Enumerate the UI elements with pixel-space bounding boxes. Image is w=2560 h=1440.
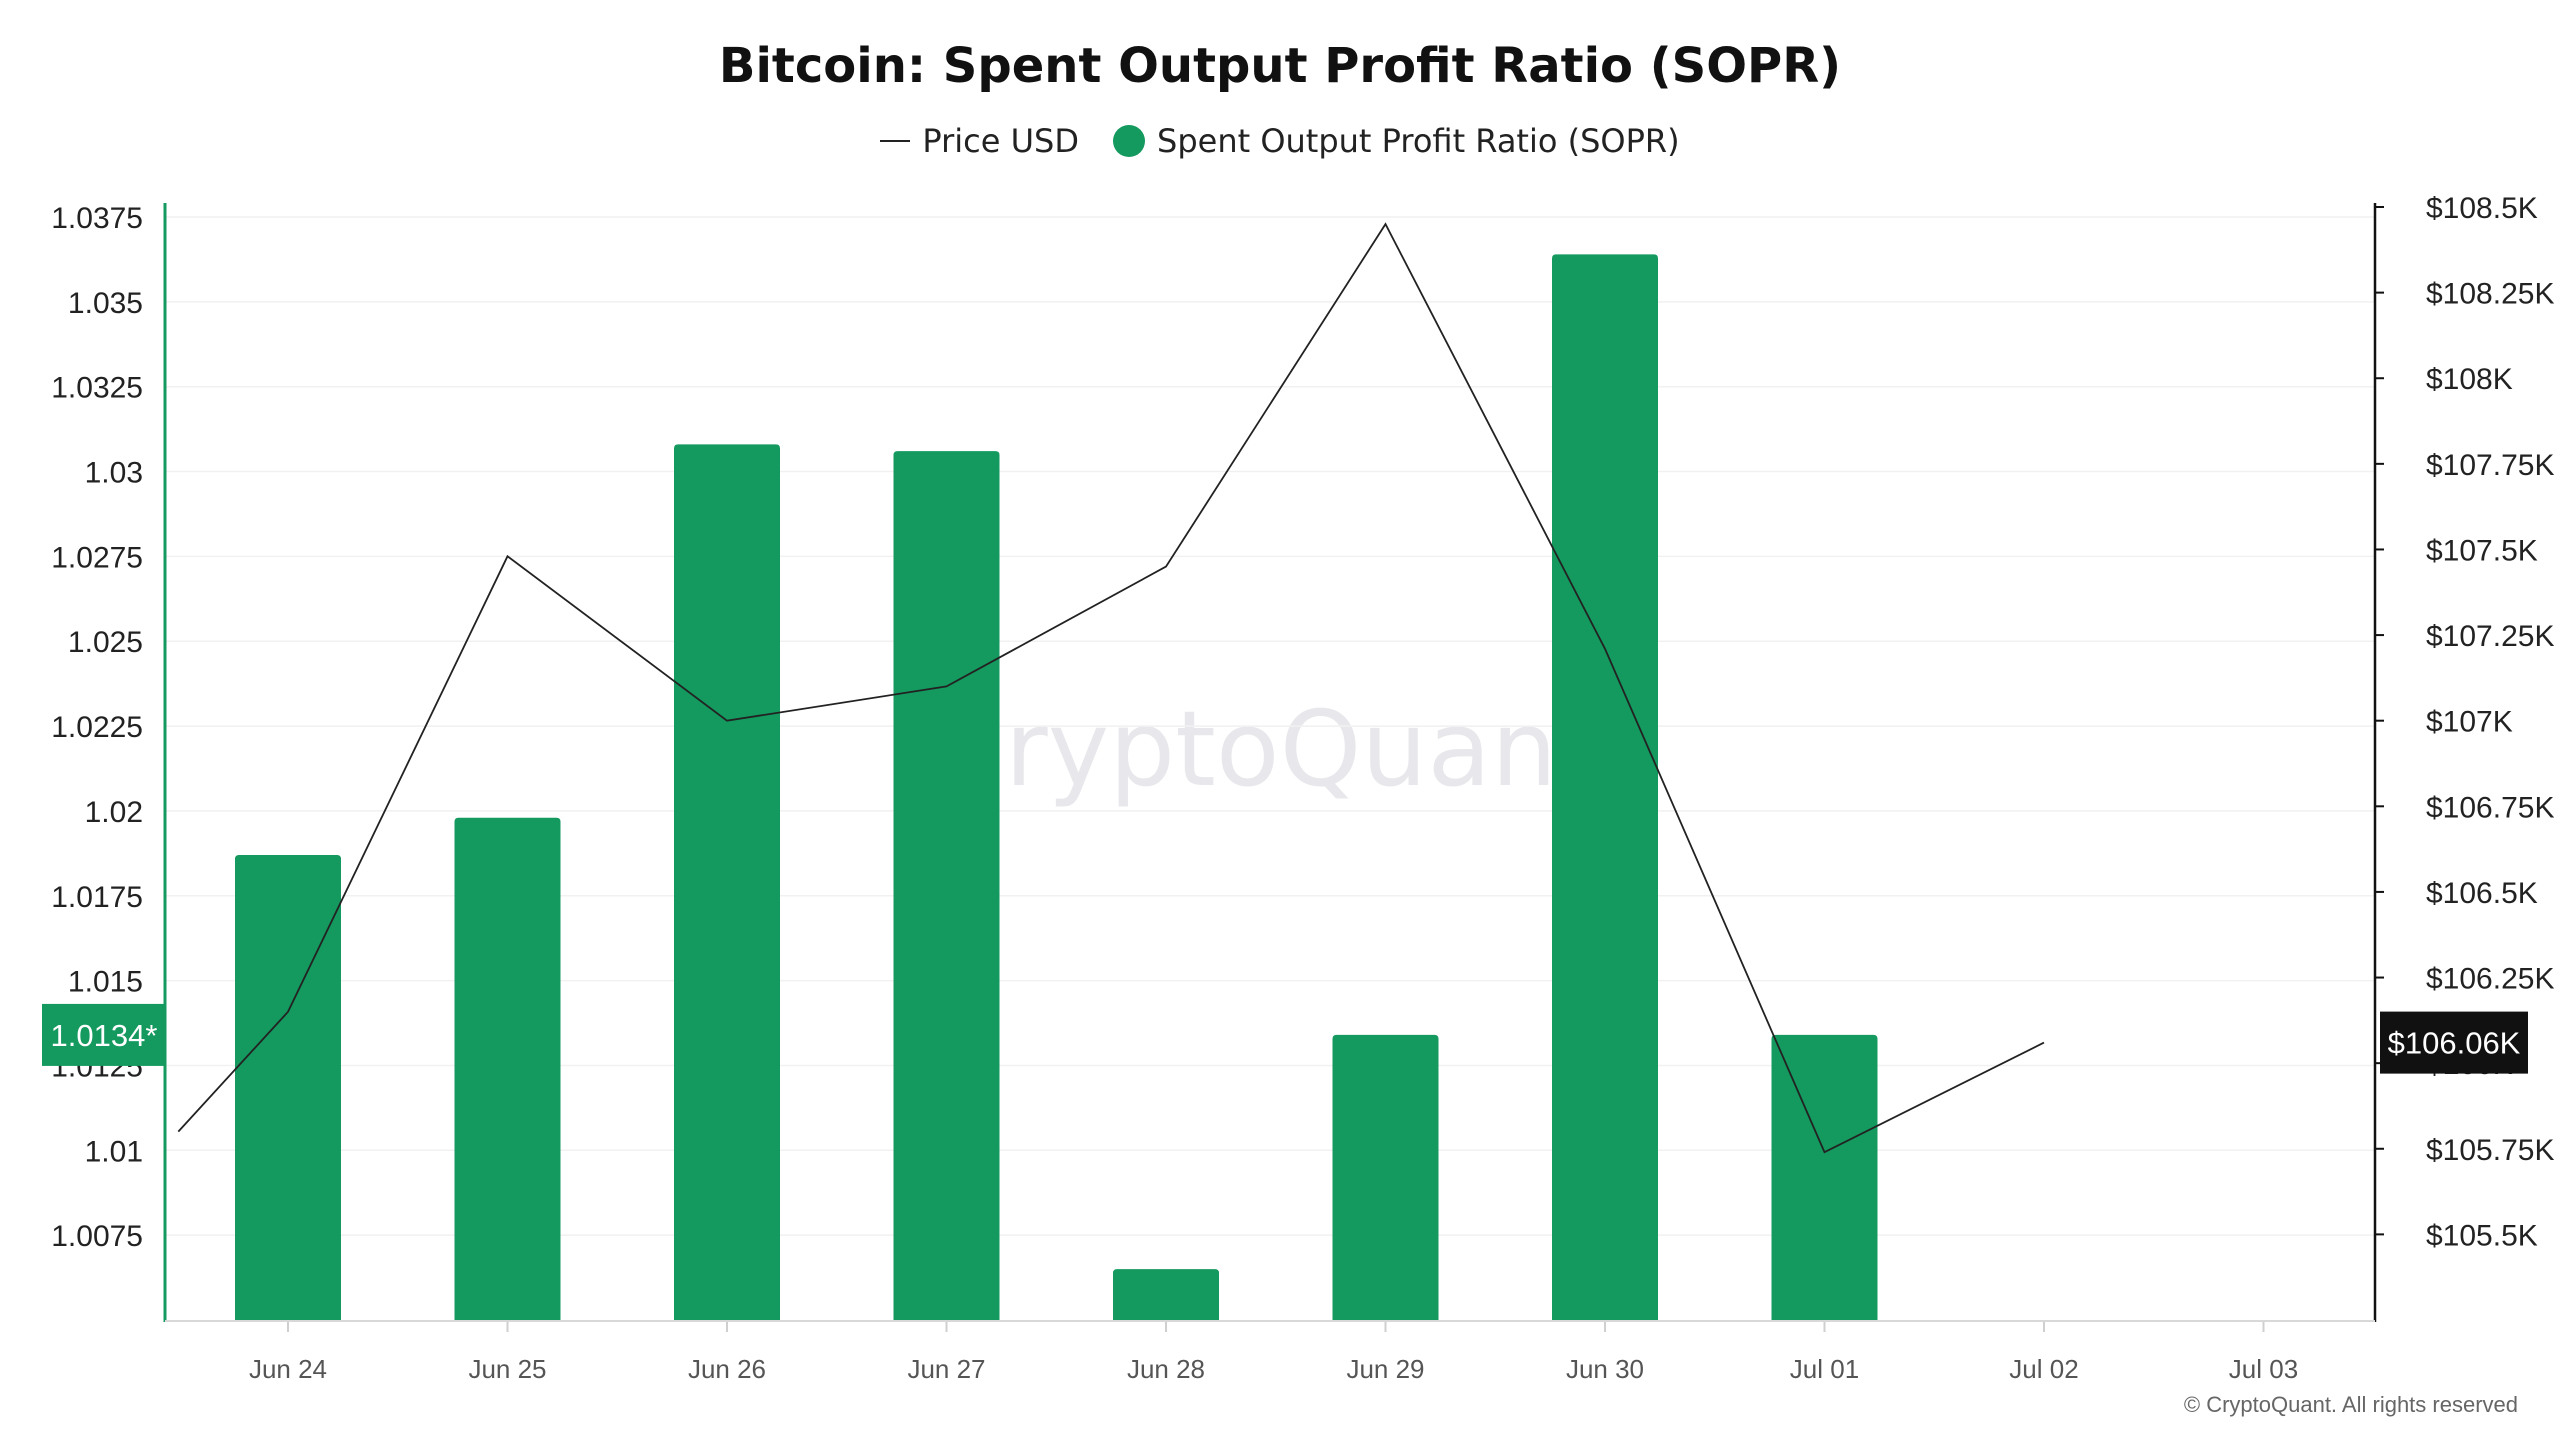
legend-line-swatch xyxy=(880,140,911,142)
sopr-bar xyxy=(1771,1034,1878,1320)
left-tick-label: 1.0325 xyxy=(51,372,143,405)
x-tick-label: Jun 27 xyxy=(907,1354,985,1384)
right-tick-label: $105.75K xyxy=(2426,1134,2554,1167)
sopr-bar xyxy=(235,855,341,1320)
left-tick-label: 1.03 xyxy=(85,457,143,490)
sopr-bar xyxy=(1113,1269,1219,1320)
left-tick-label: 1.035 xyxy=(68,287,143,320)
x-axis-ticks: Jun 24 Jun 25 Jun 26 Jun 27 Jun 28 Jun 29 Jun … xyxy=(249,1322,2298,1384)
left-tick-label: 1.0275 xyxy=(51,541,143,574)
price-line-path xyxy=(177,222,2045,1154)
x-tick-label: Jun 26 xyxy=(688,1354,766,1384)
watermark-text: CryptoQuant xyxy=(932,688,1598,810)
right-tick-label: $107K xyxy=(2426,706,2513,739)
price-line xyxy=(177,222,2045,1154)
right-tick-label: $108.25K xyxy=(2426,278,2554,311)
right-tick-label: $106.25K xyxy=(2426,963,2554,996)
x-tick-label: Jul 03 xyxy=(2229,1354,2298,1384)
right-tick-label: $108K xyxy=(2426,363,2513,396)
chart-legend: Price USD Spent Output Profit Ratio (SOP… xyxy=(0,122,2560,160)
legend-label-price: Price USD xyxy=(922,122,1079,160)
copyright-text: © CryptoQuant. All rights reserved xyxy=(2183,1392,2518,1417)
sopr-bar xyxy=(1332,1034,1439,1320)
x-tick-label: Jun 28 xyxy=(1127,1354,1205,1384)
right-tick-label: $108.5K xyxy=(2426,192,2538,225)
x-tick-label: Jun 29 xyxy=(1346,1354,1424,1384)
left-tick-label: 1.0075 xyxy=(51,1220,143,1253)
legend-item-price[interactable]: Price USD xyxy=(880,122,1079,160)
left-tick-label: 1.025 xyxy=(68,626,143,659)
right-tick-label: $107.25K xyxy=(2426,620,2554,653)
axes xyxy=(163,203,2377,1322)
sopr-bars xyxy=(235,254,1878,1321)
left-current-badge xyxy=(42,1003,166,1066)
right-tick-label: $107.5K xyxy=(2426,534,2538,567)
current-value-badges: 1.0134* $106.06K xyxy=(42,1003,2528,1074)
left-tick-label: 1.0375 xyxy=(51,202,143,235)
right-tick-label: $106.75K xyxy=(2426,791,2554,824)
left-tick-label: 1.015 xyxy=(68,966,143,999)
chart-title: Bitcoin: Spent Output Profit Ratio (SOPR… xyxy=(718,38,1842,94)
legend-item-sopr[interactable]: Spent Output Profit Ratio (SOPR) xyxy=(1113,122,1680,160)
sopr-bar xyxy=(1552,254,1658,1321)
legend-label-sopr: Spent Output Profit Ratio (SOPR) xyxy=(1157,122,1680,160)
x-tick-label: Jun 24 xyxy=(249,1354,327,1384)
right-current-badge-label: $106.06K xyxy=(2388,1026,2521,1061)
right-axis-ticks: $105.5K$105.75K$106K$106.25K$106.5K$106.… xyxy=(2375,192,2554,1252)
right-tick-label: $107.75K xyxy=(2426,449,2554,482)
x-tick-label: Jul 01 xyxy=(1790,1354,1859,1384)
sopr-bar xyxy=(674,444,780,1320)
right-tick-label: $105.5K xyxy=(2426,1219,2538,1252)
left-tick-label: 1.01 xyxy=(85,1135,143,1168)
x-tick-label: Jun 25 xyxy=(468,1354,546,1384)
sopr-bar xyxy=(454,817,561,1320)
left-tick-label: 1.0175 xyxy=(51,881,143,914)
left-current-badge-label: 1.0134* xyxy=(51,1018,158,1053)
right-current-badge xyxy=(2380,1011,2528,1074)
sopr-bar xyxy=(893,451,1000,1320)
left-tick-label: 1.0225 xyxy=(51,711,143,744)
x-tick-label: Jul 02 xyxy=(2009,1354,2078,1384)
legend-dot-swatch xyxy=(1113,125,1145,157)
x-tick-label: Jun 30 xyxy=(1566,1354,1644,1384)
right-tick-label: $106.5K xyxy=(2426,877,2538,910)
left-axis-ticks: 1.00751.011.01251.0151.01751.021.02251.0… xyxy=(51,202,143,1253)
left-tick-label: 1.02 xyxy=(85,796,143,829)
